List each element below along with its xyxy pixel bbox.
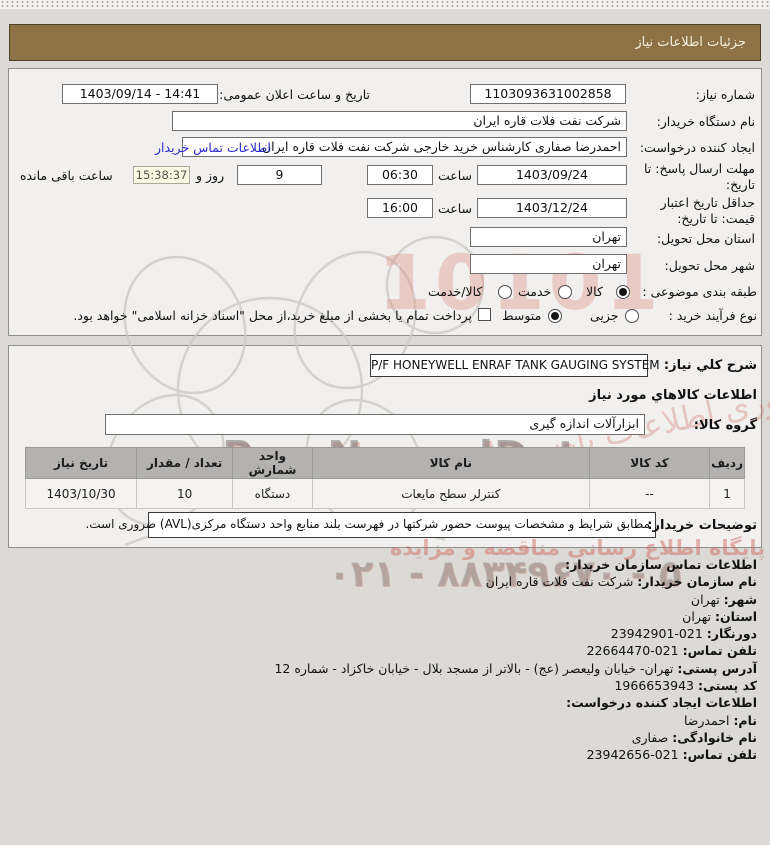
delivery-city-label: شهر محل تحویل: (664, 258, 755, 273)
radio-goods-service-label: کالا/خدمت (428, 284, 483, 299)
radio-medium-label: متوسط (502, 308, 542, 323)
col-unit: واحد شمارش (232, 447, 313, 479)
contact-org-heading: اطلاعات تماس سازمان خریدار: (565, 557, 757, 572)
goods-group-label: گروه کالا: (693, 418, 757, 433)
buyer-org-field[interactable]: شرکت نفت فلات قاره ایران (172, 111, 627, 131)
price-validity-date-field[interactable]: 1403/12/24 (477, 198, 627, 218)
need-description-label: شرح کلي نیاز: (663, 358, 757, 373)
price-validity-label-line1: حداقل تاریخ اعتبار (660, 195, 755, 210)
remaining-time-counter: 15:38:37 (133, 166, 190, 184)
cell-unit: دستگاه (232, 478, 313, 509)
treasury-checkbox-label: پرداخت تمام یا بخشی از مبلغ خرید،از محل … (73, 308, 472, 323)
goods-table-header-row: ردیف کد کالا نام کالا واحد شمارش تعداد /… (24, 447, 745, 479)
radio-service[interactable] (558, 285, 572, 299)
goods-group-field[interactable]: ابزارآلات اندازه گیری (105, 414, 645, 435)
col-row-number: ردیف (709, 447, 745, 479)
goods-info-heading: اطلاعات کالاهاي مورد نیاز (589, 388, 757, 403)
need-number-field[interactable]: 1103093631002858 (470, 84, 626, 104)
cell-quantity: 10 (136, 478, 234, 509)
creator-phone: تلفن تماس: 23942656-021 (586, 747, 757, 763)
delivery-city-field[interactable]: تهران (470, 254, 627, 274)
cell-row-number: 1 (709, 478, 745, 509)
creator-last-name: نام خانوادگی: صفاری (631, 729, 757, 745)
reply-deadline-time-field[interactable]: 06:30 (367, 165, 433, 185)
buyer-contact-link[interactable]: اطلاعات تماس خریدار (155, 140, 271, 155)
col-need-date: تاریخ نیاز (24, 447, 138, 479)
announce-datetime-field[interactable]: 1403/09/14 - 14:41 (62, 84, 218, 104)
request-creator-label: ایجاد کننده درخواست: (639, 140, 755, 155)
reply-deadline-label-line1: مهلت ارسال پاسخ: تا (644, 161, 755, 176)
price-validity-label-line2: قیمت: تا تاریخ: (677, 211, 755, 226)
contact-city: شهر: تهران (690, 591, 757, 607)
col-quantity: تعداد / مقدار (136, 447, 234, 479)
treasury-checkbox[interactable] (478, 308, 491, 321)
cell-item-code: -- (588, 478, 711, 509)
need-number-label: شماره نیاز: (695, 87, 755, 102)
deadline-hour-label: ساعت (438, 168, 473, 183)
creator-info-heading: اطلاعات ایجاد کننده درخواست: (566, 695, 757, 711)
contact-fax: دورنگار: 23942901-021 (610, 626, 757, 642)
goods-table: ردیف کد کالا نام کالا واحد شمارش تعداد /… (24, 447, 745, 509)
buyer-notes-label: توضیحات خریدار: (647, 518, 757, 533)
contact-org-name: نام سازمان خریدار: شرکت نفت فلات قاره ای… (485, 574, 757, 590)
radio-minor-label: جزیی (590, 308, 619, 323)
contact-postal-code: کد پستی: 1966653943 (614, 678, 757, 694)
validity-hour-label: ساعت (438, 201, 473, 216)
radio-goods[interactable] (616, 285, 630, 299)
price-validity-time-field[interactable]: 16:00 (367, 198, 433, 218)
buyer-contact-section: اطلاعات تماس سازمان خریدار: نام سازمان خ… (13, 556, 757, 764)
radio-service-label: خدمت (518, 284, 552, 299)
page-title: جزئیات اطلاعات نیاز (9, 24, 761, 61)
process-type-label: نوع فرآیند خرید : (668, 308, 757, 323)
col-item-code: کد کالا (588, 447, 711, 479)
days-and-label: روز و (196, 168, 225, 183)
need-description-field[interactable]: P/F HONEYWELL ENRAF TANK GAUGING SYSTEM (370, 354, 660, 377)
radio-goods-label: کالا (586, 284, 603, 299)
cell-item-name: کنترلر سطح مایعات (311, 478, 590, 509)
top-dotted-strip (0, 0, 770, 9)
request-creator-field[interactable]: احمدرضا صفاری کارشناس خرید خارجی شرکت نف… (182, 137, 627, 157)
delivery-province-field[interactable]: تهران (470, 227, 627, 247)
buyer-notes-field[interactable]: مطابق شرایط و مشخصات پیوست حضور شرکتها د… (85, 512, 656, 538)
delivery-province-label: استان محل تحویل: (656, 231, 755, 246)
remaining-hours-label: ساعت باقی مانده (20, 168, 113, 183)
radio-minor[interactable] (625, 309, 639, 323)
col-item-name: نام کالا (311, 447, 590, 479)
cell-need-date: 1403/10/30 (24, 478, 138, 509)
contact-address: آدرس پستی: تهران- خیابان ولیعصر (عج) - ب… (274, 660, 757, 676)
goods-table-row: 1 -- کنترلر سطح مایعات دستگاه 10 1403/10… (24, 478, 745, 509)
contact-phone: تلفن تماس: 22664470-021 (586, 643, 757, 659)
remaining-days-field[interactable]: 9 (237, 165, 322, 185)
radio-medium[interactable] (548, 309, 562, 323)
contact-province: استان: تهران (682, 608, 757, 624)
reply-deadline-label-line2: تاریخ: (725, 177, 755, 192)
classification-label: طبقه بندی موضوعی : (642, 284, 757, 299)
radio-goods-service[interactable] (498, 285, 512, 299)
reply-deadline-date-field[interactable]: 1403/09/24 (477, 165, 627, 185)
creator-first-name: نام: احمدرضا (684, 712, 757, 728)
buyer-org-label: نام دستگاه خریدار: (656, 114, 755, 129)
announce-datetime-label: تاریخ و ساعت اعلان عمومی: (219, 87, 370, 102)
